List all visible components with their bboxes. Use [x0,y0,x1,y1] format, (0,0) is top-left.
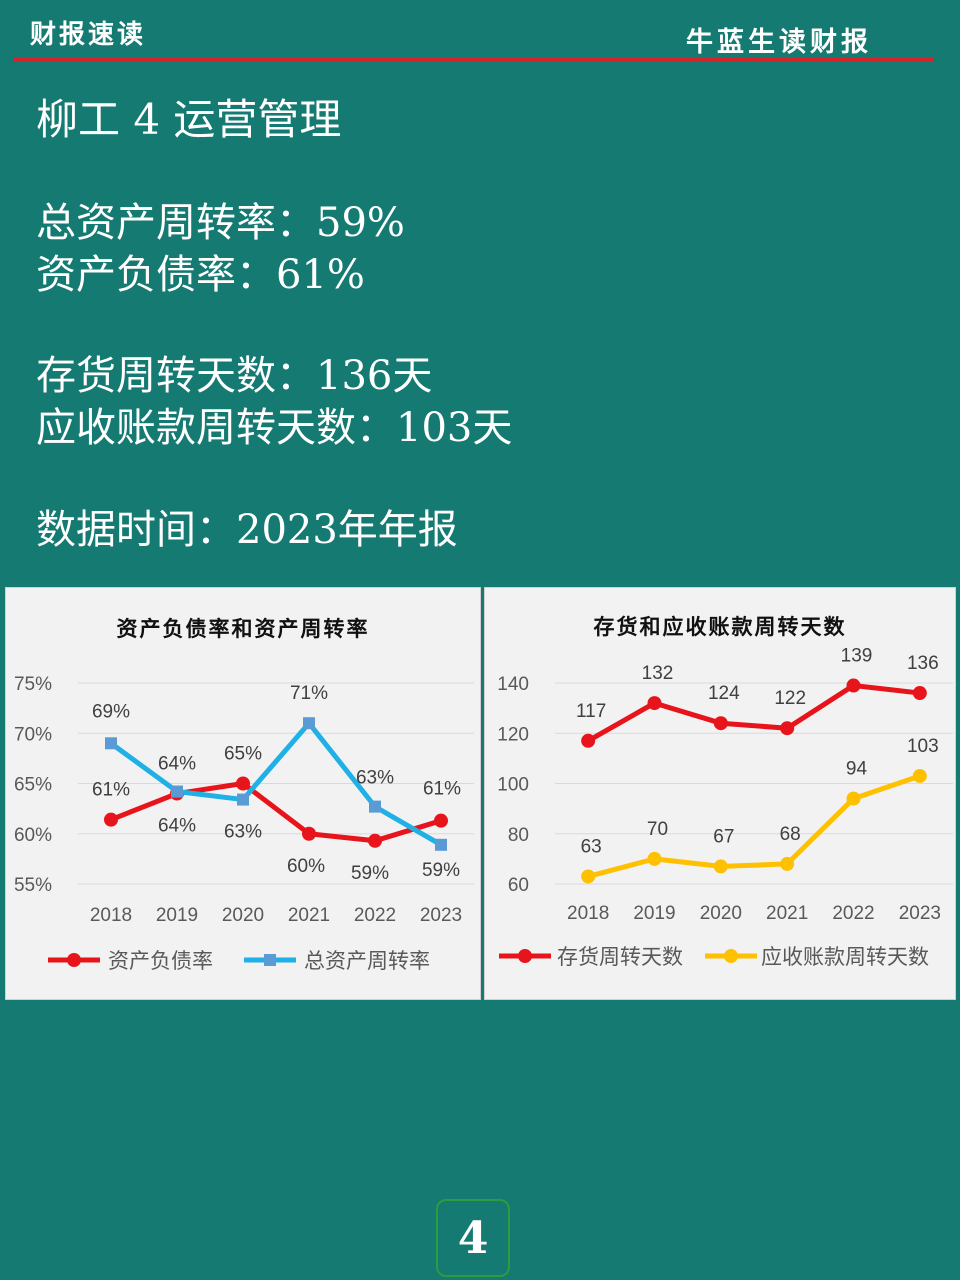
data-label: 70 [647,819,668,840]
data-label: 63% [356,768,394,789]
x-tick-label: 2022 [832,903,874,924]
data-point [647,851,662,866]
chart-title: 存货和应收账款周转天数 [594,614,847,639]
data-label: 64% [158,754,196,775]
legend-label: 资产负债率 [108,949,213,973]
x-tick-label: 2023 [420,905,462,926]
data-label: 68 [780,824,801,845]
series-line [587,773,921,879]
data-label: 103 [907,736,939,757]
data-label: 139 [841,646,873,667]
y-tick-label: 60% [14,825,52,846]
x-tick-label: 2020 [222,905,264,926]
data-point [434,813,448,828]
legend-marker [67,953,81,967]
data-point [369,800,381,813]
data-point [105,737,117,750]
legend-label: 总资产周转率 [304,949,430,973]
data-label: 59% [422,860,460,881]
x-tick-label: 2018 [567,903,609,924]
legend-marker [724,949,738,963]
y-tick-label: 55% [14,875,52,896]
page-number-badge: 4 [436,1199,510,1277]
stat-inventory-days: 存货周转天数：136天 [36,353,433,399]
data-point [912,686,927,701]
data-label: 132 [642,663,674,684]
x-tick-label: 2019 [633,903,675,924]
chart-panel-turnover-days: 存货和应收账款周转天数 140 120 100 80 60 2018 2019 2020 2021… [484,587,956,1000]
header-left-title: 财报速读 [30,20,147,50]
chart-panel-debt-turnover: 资产负债率和资产周转率 75% 70% 65% 60% 55% 2018 2019 2020 20… [5,587,481,1000]
data-label: 63 [581,836,602,857]
data-label: 94 [846,759,868,780]
data-label: 61% [92,780,130,801]
y-tick-label: 70% [14,724,52,745]
x-tick-label: 2021 [288,905,330,926]
header-divider [14,58,934,61]
chart-debt-turnover: 资产负债率和资产周转率 75% 70% 65% 60% 55% 2018 2019 2020 20… [14,616,474,973]
data-label: 122 [774,688,806,709]
data-label: 63% [224,822,262,843]
data-point [435,838,447,851]
data-point [237,793,249,806]
data-label: 64% [158,816,196,837]
data-label: 124 [708,683,740,704]
data-point [713,716,728,731]
data-label: 69% [92,701,130,722]
stat-debt-ratio: 资产负债率：61% [36,252,365,298]
data-point [581,733,596,748]
y-tick-label: 65% [14,775,52,796]
data-label: 65% [224,744,262,765]
data-point [713,859,728,874]
data-label: 117 [576,701,606,722]
y-tick-label: 60 [508,875,529,896]
series-line [110,781,442,844]
data-point [846,678,861,693]
legend-label: 存货周转天数 [557,945,683,969]
stat-asset-turnover: 总资产周转率：59% [36,200,405,246]
x-tick-label: 2019 [156,905,198,926]
data-point [171,785,183,798]
data-point [236,776,250,791]
data-label: 67 [713,826,734,847]
stat-data-period: 数据时间：2023年年报 [36,507,458,553]
data-point [581,869,596,884]
y-tick-label: 120 [497,724,529,745]
x-tick-label: 2018 [90,905,132,926]
x-tick-label: 2020 [700,903,742,924]
data-point [104,812,118,827]
y-tick-label: 80 [508,825,529,846]
y-tick-label: 100 [497,775,529,796]
legend-marker [518,949,532,963]
x-tick-label: 2022 [354,905,396,926]
data-point [302,826,316,841]
data-point [647,696,662,711]
data-label: 136 [907,653,939,674]
data-point [368,833,382,848]
x-tick-label: 2021 [766,903,808,924]
data-label: 61% [423,779,461,800]
header-right-title: 牛蓝生读财报 [686,27,872,58]
data-point [780,721,795,736]
legend-marker [264,954,276,966]
y-tick-label: 75% [14,674,52,695]
series-line [109,720,443,847]
data-point [912,768,927,783]
y-tick-label: 140 [497,674,529,695]
stat-receivable-days: 应收账款周转天数：103天 [36,405,513,451]
series-line [586,683,921,743]
data-label: 59% [351,863,389,884]
x-tick-label: 2023 [899,903,941,924]
data-point [780,856,795,871]
data-label: 60% [287,856,325,877]
chart-turnover-days: 存货和应收账款周转天数 140 120 100 80 60 2018 2019 2020 2021… [497,614,953,969]
data-point [846,791,861,806]
data-label: 71% [290,683,328,704]
chart-title: 资产负债率和资产周转率 [117,616,370,641]
page-title: 柳工 4 运营管理 [36,95,342,144]
legend-label: 应收账款周转天数 [761,945,929,969]
data-point [303,717,315,730]
